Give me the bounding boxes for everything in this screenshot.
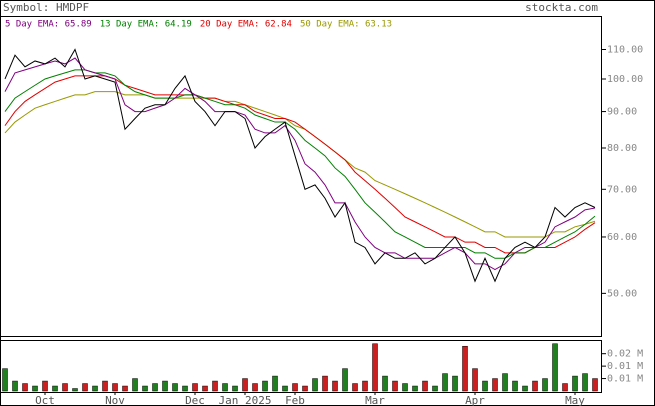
y-tick-label: 60.00: [607, 232, 637, 243]
volume-bar: [222, 383, 228, 392]
symbol: Symbol: HMDPF: [3, 1, 89, 14]
volume-bar: [12, 380, 18, 392]
volume-bar: [442, 373, 448, 392]
volume-bar: [212, 380, 218, 392]
volume-bar: [492, 378, 498, 392]
volume-bar: [122, 385, 128, 392]
y-tick-label: 0.02 M: [607, 349, 643, 360]
volume-bar: [522, 385, 528, 392]
legend-entry: 20 Day EMA: 62.84: [200, 20, 292, 30]
x-tick-label: Apr: [465, 394, 485, 406]
legend-entry: 5 Day EMA: 65.89: [5, 20, 92, 30]
volume-bar: [92, 385, 98, 392]
y-tick-label: 0.01 M: [607, 361, 643, 372]
y-tick-label: 90.00: [607, 107, 637, 118]
volume-bar: [472, 368, 478, 392]
volume-bar: [32, 385, 38, 392]
volume-bar: [272, 375, 278, 392]
volume-bar: [422, 380, 428, 392]
volume-bar: [132, 378, 138, 392]
volume-bar: [462, 345, 468, 392]
legend-entry: 13 Day EMA: 64.19: [100, 20, 192, 30]
volume-bar: [232, 385, 238, 392]
x-tick-label: Jan 2025: [219, 394, 272, 406]
volume-bar: [362, 380, 368, 392]
x-tick-label: Mar: [365, 394, 385, 406]
ema-line: [4, 91, 596, 238]
volume-bar: [402, 383, 408, 392]
volume-bar: [532, 380, 538, 392]
volume-bar: [182, 385, 188, 392]
volume-bar: [252, 383, 258, 392]
x-tick-label: Nov: [105, 394, 125, 406]
ema-line: [4, 69, 596, 259]
volume-bar: [62, 383, 68, 392]
volume-bar: [412, 385, 418, 392]
y-tick-label: 110.00: [607, 45, 643, 56]
volume-bar: [302, 385, 308, 392]
price-panel: [0, 16, 602, 337]
volume-bar: [172, 383, 178, 392]
volume-bar: [162, 380, 168, 392]
volume-bar: [582, 373, 588, 392]
volume-bar: [152, 383, 158, 392]
volume-bar: [482, 380, 488, 392]
volume-bar: [562, 383, 568, 392]
legend-entry: 50 Day EMA: 63.13: [300, 20, 392, 30]
y-tick-label: 0.01 M: [607, 374, 643, 385]
volume-bar: [282, 385, 288, 392]
volume-bar: [72, 388, 78, 392]
volume-bar: [22, 383, 28, 392]
volume-bar: [342, 368, 348, 392]
volume-bar: [42, 380, 48, 392]
x-tick-label: Dec: [185, 394, 205, 406]
x-tick-label: Oct: [35, 394, 55, 406]
volume-bar: [112, 383, 118, 392]
volume-bar: [322, 375, 328, 392]
volume-bar: [352, 383, 358, 392]
volume-bar: [102, 380, 108, 392]
volume-bar: [502, 373, 508, 392]
volume-bar: [542, 378, 548, 392]
volume-bar: [52, 385, 58, 392]
price-line: [4, 48, 596, 283]
volume-bar: [192, 383, 198, 392]
volume-bar: [572, 375, 578, 392]
y-tick-label: 50.00: [607, 288, 637, 299]
volume-bar: [312, 378, 318, 392]
volume-bar: [432, 385, 438, 392]
volume-bar: [452, 375, 458, 392]
y-tick-label: 100.00: [607, 74, 643, 85]
volume-bar: [382, 375, 388, 392]
x-tick-label: Feb: [285, 394, 305, 406]
y-tick-label: 80.00: [607, 143, 637, 154]
volume-bar: [142, 385, 148, 392]
volume-bar: [392, 380, 398, 392]
volume-bar: [2, 368, 8, 392]
volume-bar: [242, 378, 248, 392]
volume-bar: [372, 343, 378, 392]
volume-bar: [82, 383, 88, 392]
volume-bar: [262, 380, 268, 392]
volume-bar: [332, 380, 338, 392]
y-tick-label: 70.00: [607, 184, 637, 195]
x-tick-label: May: [565, 394, 585, 406]
ema-line: [4, 57, 596, 271]
volume-bar: [552, 343, 558, 392]
site: stockta.com: [525, 1, 598, 14]
volume-bar: [512, 380, 518, 392]
volume-bar: [292, 383, 298, 392]
volume-bar: [592, 378, 598, 392]
volume-bar: [202, 385, 208, 392]
